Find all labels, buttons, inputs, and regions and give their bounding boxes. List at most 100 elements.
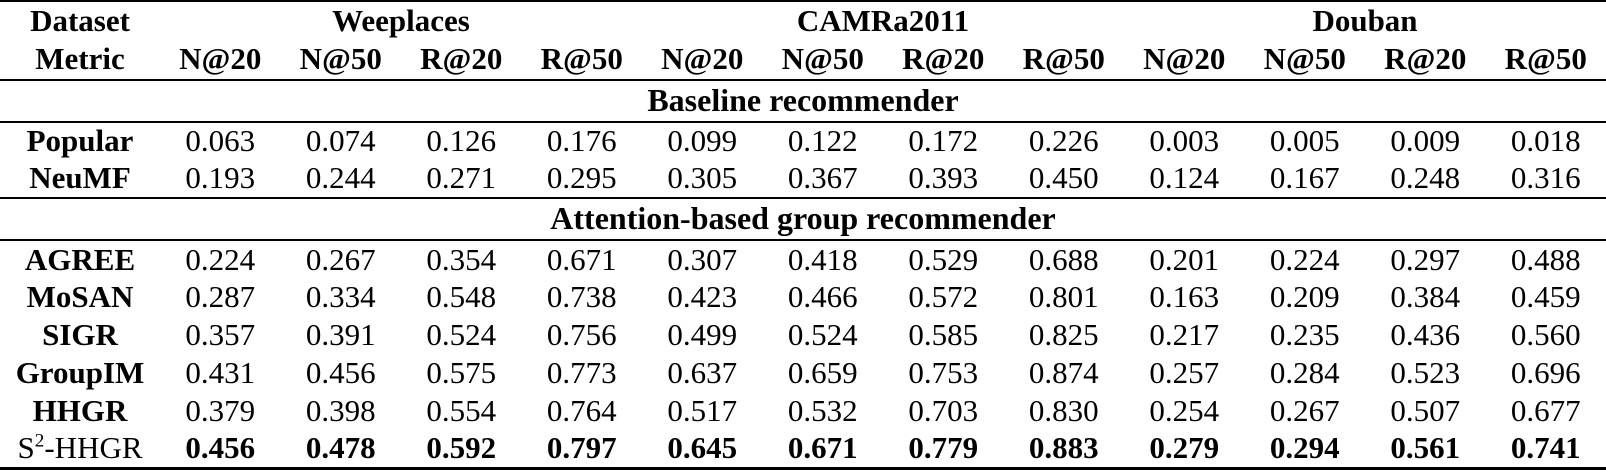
metric-value: 0.297 <box>1390 241 1461 277</box>
metric-value: 0.172 <box>908 123 979 159</box>
metric-value: 0.193 <box>185 160 256 196</box>
metric-value: 0.753 <box>908 355 979 391</box>
metric-value: 0.201 <box>1149 241 1220 277</box>
metric-value: 0.801 <box>1028 279 1099 315</box>
metric-value: 0.384 <box>1390 279 1461 315</box>
model-row-s2-hhgr: S2-HHGR 0.456 0.478 0.592 0.797 0.645 0.671 0.7… <box>0 430 1606 468</box>
metric-header: R@50 <box>521 40 642 81</box>
metric-value: 0.124 <box>1149 160 1220 196</box>
metric-value: 0.307 <box>667 241 738 277</box>
metric-value: 0.005 <box>1269 123 1340 159</box>
metric-value: 0.637 <box>667 355 738 391</box>
metric-value: 0.423 <box>667 279 738 315</box>
metric-value: 0.524 <box>426 317 497 353</box>
metric-value: 0.398 <box>305 393 376 429</box>
metric-value: 0.874 <box>1028 355 1099 391</box>
model-name: SIGR <box>42 317 118 353</box>
model-name: S2-HHGR <box>17 430 143 466</box>
dataset-corner-label: Dataset <box>30 2 130 38</box>
metric-header-row: Metric N@20 N@50 R@20 R@50 N@20 N@50 R@2… <box>0 40 1606 81</box>
metric-value: 0.741 <box>1510 430 1581 466</box>
metric-value: 0.284 <box>1269 355 1340 391</box>
metric-value: 0.764 <box>546 393 617 429</box>
metric-value: 0.459 <box>1510 279 1581 315</box>
metric-value: 0.523 <box>1390 355 1461 391</box>
model-name: NeuMF <box>29 160 131 196</box>
model-row-popular: Popular 0.063 0.074 0.126 0.176 0.099 0.122 0.1… <box>0 122 1606 160</box>
metric-value: 0.529 <box>908 241 979 277</box>
metric-header: N@20 <box>642 40 763 81</box>
metric-header: N@50 <box>280 40 401 81</box>
model-name: Popular <box>26 123 134 159</box>
metric-value: 0.478 <box>305 430 376 466</box>
table-header: Dataset Weeplaces CAMRa2011 Douban Metri… <box>0 1 1606 81</box>
metric-value: 0.450 <box>1028 160 1099 196</box>
metric-header: R@20 <box>401 40 522 81</box>
metric-value: 0.592 <box>426 430 497 466</box>
metric-value: 0.507 <box>1390 393 1461 429</box>
metric-value: 0.825 <box>1028 317 1099 353</box>
metric-value: 0.488 <box>1510 241 1581 277</box>
metric-value: 0.436 <box>1390 317 1461 353</box>
metric-value: 0.244 <box>305 160 376 196</box>
metric-value: 0.305 <box>667 160 738 196</box>
metric-value: 0.099 <box>667 123 738 159</box>
metric-value: 0.271 <box>426 160 497 196</box>
section-header-row: Baseline recommender <box>0 78 1606 124</box>
metric-header: R@50 <box>1003 40 1124 81</box>
metric-value: 0.830 <box>1028 393 1099 429</box>
metric-value: 0.267 <box>305 241 376 277</box>
metric-value: 0.254 <box>1149 393 1220 429</box>
metric-value: 0.548 <box>426 279 497 315</box>
metric-value: 0.267 <box>1269 393 1340 429</box>
metric-value: 0.334 <box>305 279 376 315</box>
superscript: 2 <box>34 431 45 453</box>
metric-value: 0.499 <box>667 317 738 353</box>
metric-value: 0.561 <box>1390 430 1461 466</box>
metric-value: 0.257 <box>1149 355 1220 391</box>
section-title: Attention-based group recommender <box>0 197 1606 242</box>
metric-value: 0.756 <box>546 317 617 353</box>
model-name: AGREE <box>24 241 136 277</box>
dataset-group-douban: Douban <box>1312 2 1418 38</box>
metric-header: N@20 <box>160 40 281 81</box>
metric-value: 0.575 <box>426 355 497 391</box>
metric-value: 0.393 <box>908 160 979 196</box>
metric-value: 0.209 <box>1269 279 1340 315</box>
metric-value: 0.018 <box>1510 123 1581 159</box>
metric-value: 0.659 <box>787 355 858 391</box>
table-body: Baseline recommender Popular 0.063 0.074 0.1… <box>0 78 1606 469</box>
metric-header: N@20 <box>1124 40 1245 81</box>
metric-value: 0.167 <box>1269 160 1340 196</box>
metric-value: 0.524 <box>787 317 858 353</box>
metric-value: 0.287 <box>185 279 256 315</box>
model-row-hhgr: HHGR 0.379 0.398 0.554 0.764 0.517 0.532 0.703 0… <box>0 392 1606 430</box>
dataset-header-row: Dataset Weeplaces CAMRa2011 Douban <box>0 1 1606 40</box>
model-name: MoSAN <box>26 279 134 315</box>
metric-value: 0.391 <box>305 317 376 353</box>
metric-value: 0.554 <box>426 393 497 429</box>
dataset-group-weeplaces: Weeplaces <box>332 2 470 38</box>
metric-value: 0.122 <box>787 123 858 159</box>
dataset-group-camra2011: CAMRa2011 <box>796 2 970 38</box>
metric-value: 0.074 <box>305 123 376 159</box>
metric-value: 0.379 <box>185 393 256 429</box>
section-title: Baseline recommender <box>0 78 1606 124</box>
metric-value: 0.367 <box>787 160 858 196</box>
metric-value: 0.688 <box>1028 241 1099 277</box>
model-row-groupim: GroupIM 0.431 0.456 0.575 0.773 0.637 0.659 0.7… <box>0 354 1606 392</box>
metric-value: 0.279 <box>1149 430 1220 466</box>
metric-corner-label: Metric <box>0 40 160 81</box>
metric-value: 0.671 <box>546 241 617 277</box>
metric-value: 0.217 <box>1149 317 1220 353</box>
model-name: HHGR <box>32 393 128 429</box>
metric-value: 0.677 <box>1510 393 1581 429</box>
metric-value: 0.466 <box>787 279 858 315</box>
metric-header: R@50 <box>1485 40 1606 81</box>
metric-value: 0.294 <box>1269 430 1340 466</box>
metric-value: 0.585 <box>908 317 979 353</box>
metric-value: 0.797 <box>546 430 617 466</box>
metric-value: 0.224 <box>185 241 256 277</box>
model-row-mosan: MoSAN 0.287 0.334 0.548 0.738 0.423 0.466 0.572… <box>0 278 1606 316</box>
